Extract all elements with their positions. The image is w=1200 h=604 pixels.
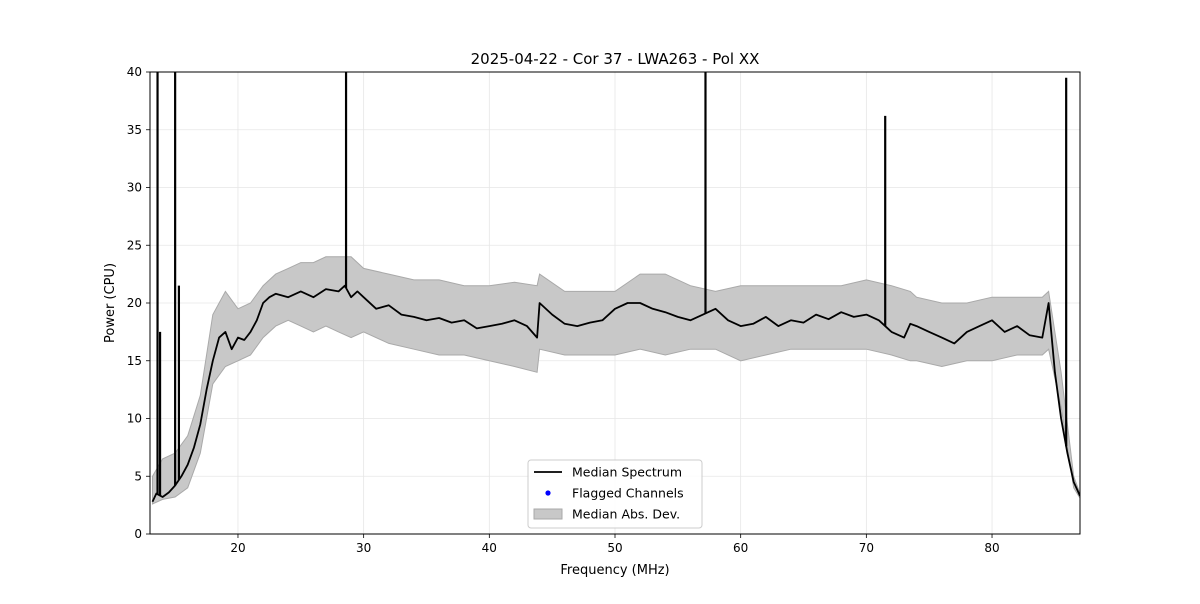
legend-label: Flagged Channels xyxy=(572,486,684,501)
x-tick-label: 60 xyxy=(733,541,748,555)
rfi-spike-layer xyxy=(156,72,1068,496)
legend-entry: Median Spectrum xyxy=(534,465,682,480)
x-tick-label: 40 xyxy=(482,541,497,555)
y-tick-label: 10 xyxy=(127,412,142,426)
legend-patch-swatch xyxy=(533,508,563,520)
x-tick-label: 20 xyxy=(230,541,245,555)
x-tick-label: 30 xyxy=(356,541,371,555)
median-spectrum-line xyxy=(151,284,1080,503)
y-tick-label: 20 xyxy=(127,296,142,310)
y-tick-label: 25 xyxy=(127,238,142,252)
median-spectrum-layer xyxy=(151,284,1080,503)
legend-entry: Flagged Channels xyxy=(545,486,684,501)
x-axis-label: Frequency (MHz) xyxy=(560,563,669,578)
legend: Median Spectrum Flagged Channels Median Ab… xyxy=(527,459,703,529)
x-tick-label: 70 xyxy=(859,541,874,555)
x-axis-ticks: 20 30 40 50 60 70 80 xyxy=(230,534,1000,555)
y-tick-label: 40 xyxy=(127,65,142,79)
y-tick-label: 0 xyxy=(134,527,142,541)
legend-entry: Median Abs. Dev. xyxy=(533,507,680,522)
y-axis-label: Power (CPU) xyxy=(103,263,118,343)
y-tick-label: 5 xyxy=(134,469,142,483)
y-axis-ticks: 0 5 10 15 20 25 30 35 40 xyxy=(127,65,150,541)
chart-title: 2025-04-22 - Cor 37 - LWA263 - Pol XX xyxy=(471,50,760,68)
y-tick-label: 35 xyxy=(127,123,142,137)
x-tick-label: 80 xyxy=(984,541,999,555)
y-tick-label: 30 xyxy=(127,181,142,195)
legend-label: Median Abs. Dev. xyxy=(572,507,680,522)
x-tick-label: 50 xyxy=(607,541,622,555)
mad-band-layer xyxy=(152,256,1080,505)
mad-band xyxy=(152,256,1080,505)
legend-label: Median Spectrum xyxy=(572,465,682,480)
y-tick-label: 15 xyxy=(127,354,142,368)
legend-box xyxy=(527,459,703,529)
legend-point-swatch xyxy=(545,490,551,496)
